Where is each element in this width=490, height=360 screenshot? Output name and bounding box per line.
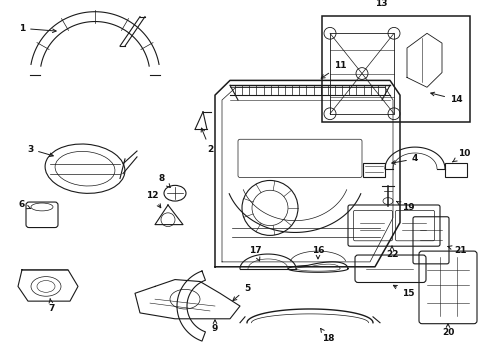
Text: 3: 3 [27, 145, 53, 157]
Text: 12: 12 [146, 191, 161, 208]
Text: 20: 20 [442, 324, 454, 337]
Text: 10: 10 [453, 149, 470, 162]
Text: 1: 1 [19, 24, 56, 33]
Text: 16: 16 [312, 246, 324, 259]
Text: 11: 11 [321, 61, 346, 78]
Text: 5: 5 [233, 284, 250, 301]
Text: 2: 2 [201, 128, 213, 154]
Bar [445, 163, 467, 176]
Bar [322, 15, 470, 122]
Text: 18: 18 [320, 328, 334, 343]
Text: 4: 4 [392, 154, 418, 164]
Text: 13: 13 [375, 0, 387, 8]
Text: 22: 22 [386, 246, 398, 258]
Text: 9: 9 [212, 320, 218, 333]
Bar [363, 163, 385, 176]
Text: 19: 19 [396, 201, 415, 212]
Text: 15: 15 [393, 285, 414, 298]
Text: 7: 7 [49, 299, 55, 314]
Text: 14: 14 [431, 92, 463, 104]
Text: 8: 8 [159, 174, 171, 188]
Text: 6: 6 [19, 201, 31, 210]
Text: 17: 17 [249, 246, 261, 261]
Text: 21: 21 [448, 246, 466, 255]
